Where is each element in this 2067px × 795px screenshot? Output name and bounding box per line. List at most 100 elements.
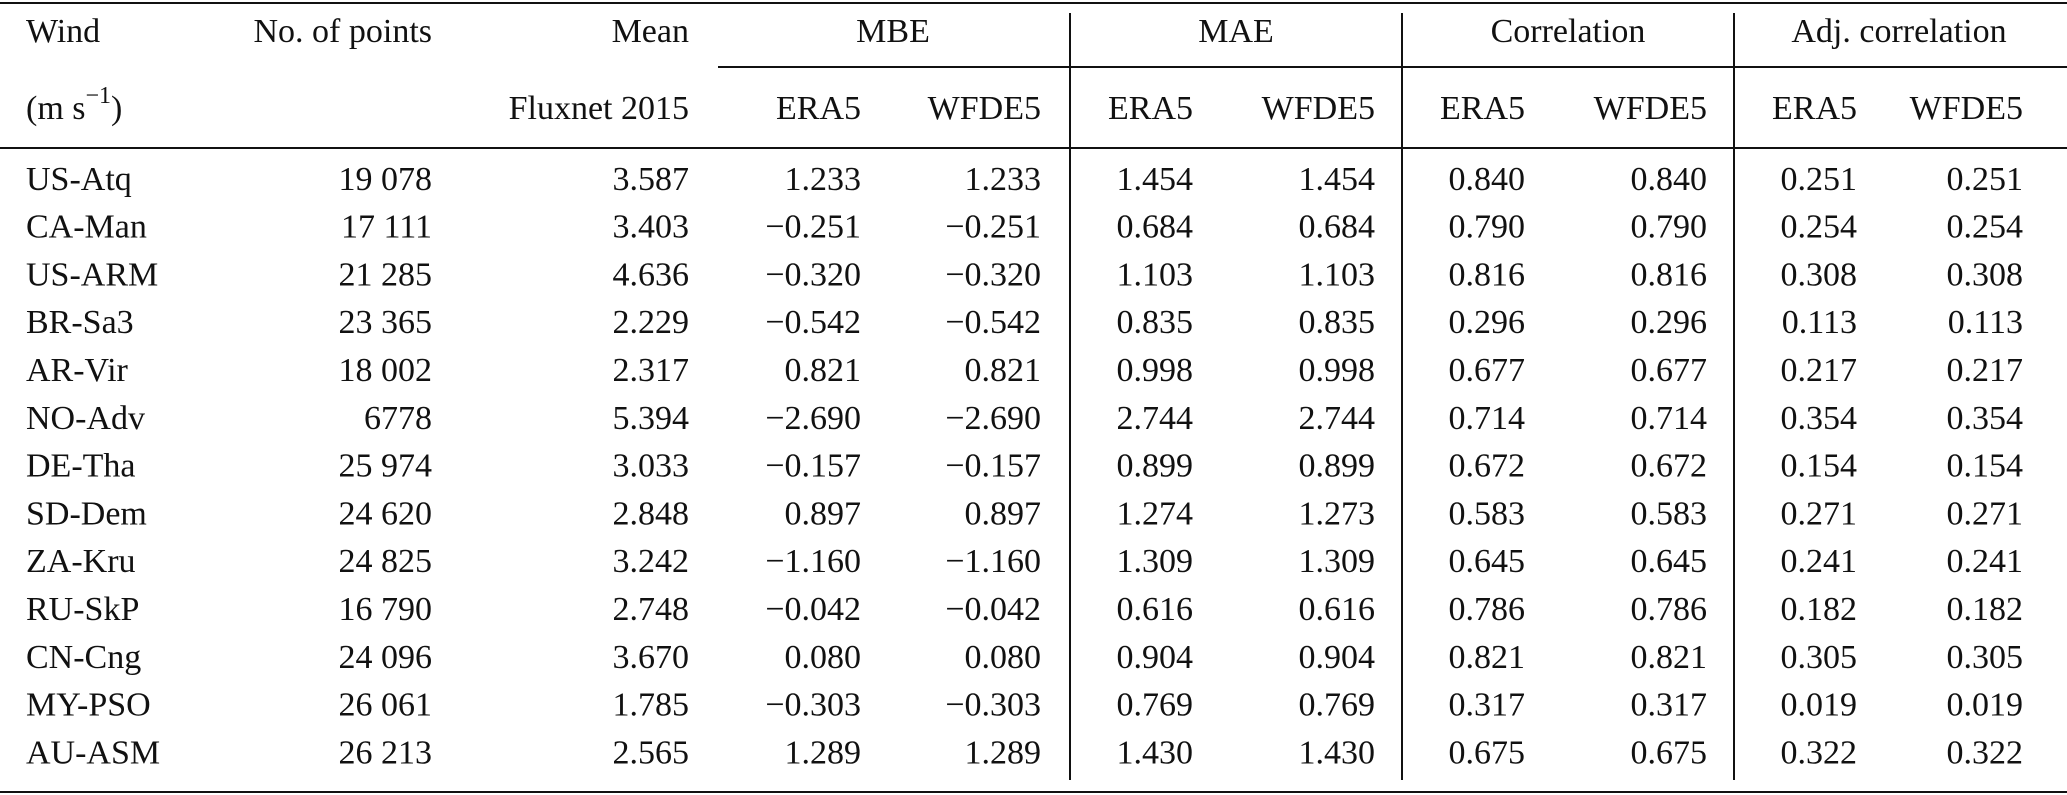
cell: 0.182 [1781, 591, 1858, 628]
cell: 0.897 [785, 495, 862, 532]
header-cell: No. of points [254, 13, 433, 50]
cell: 1.274 [1117, 495, 1194, 532]
row-label: NO-Adv [26, 400, 145, 437]
cell: 0.154 [1947, 448, 2024, 485]
cell: 1.454 [1117, 161, 1194, 198]
sub-header: WFDE5 [1910, 90, 2023, 127]
cell: 0.769 [1299, 687, 1376, 724]
cell: 0.786 [1449, 591, 1526, 628]
cell: 0.583 [1631, 495, 1708, 532]
cell: 24 096 [339, 639, 433, 676]
cell: 0.241 [1947, 543, 2024, 580]
cell: 1.309 [1299, 543, 1376, 580]
cell: 0.840 [1631, 161, 1708, 198]
cell: 3.033 [613, 448, 690, 485]
cell: 0.251 [1781, 161, 1858, 198]
cell: 0.254 [1781, 209, 1858, 246]
cell: 18 002 [339, 352, 433, 389]
cell: 4.636 [613, 256, 690, 293]
row-label: US-Atq [26, 161, 132, 198]
cell: 0.897 [965, 495, 1042, 532]
unit-close: ) [111, 90, 122, 127]
cell: 3.670 [613, 639, 690, 676]
cell: 0.790 [1449, 209, 1526, 246]
group-header: MAE [1198, 13, 1274, 50]
cell: 2.744 [1117, 400, 1194, 437]
cell: 0.080 [965, 639, 1042, 676]
cell: 2.317 [613, 352, 690, 389]
cell: 3.242 [613, 543, 690, 580]
cell: 0.904 [1299, 639, 1376, 676]
unit-open: (m s [26, 90, 86, 127]
cell: 0.296 [1449, 304, 1526, 341]
cell: 2.744 [1299, 400, 1376, 437]
row-label: DE-Tha [26, 448, 136, 485]
cell: −0.303 [765, 687, 861, 724]
cell: 24 620 [339, 495, 433, 532]
cell: 0.254 [1947, 209, 2024, 246]
cell: 0.714 [1449, 400, 1526, 437]
cell: 0.684 [1299, 209, 1376, 246]
cell: 1.785 [613, 687, 690, 724]
sub-header: WFDE5 [1262, 90, 1375, 127]
cell: 0.904 [1117, 639, 1194, 676]
cell: −0.320 [765, 256, 861, 293]
cell: 0.816 [1449, 256, 1526, 293]
row-label: SD-Dem [26, 495, 147, 532]
cell: 0.019 [1781, 687, 1858, 724]
cell: 1.233 [785, 161, 862, 198]
cell: 1.233 [965, 161, 1042, 198]
cell: 0.182 [1947, 591, 2024, 628]
cell: 0.821 [1449, 639, 1526, 676]
cell: 26 061 [339, 687, 433, 724]
cell: 1.430 [1117, 734, 1194, 771]
cell: 19 078 [339, 161, 433, 198]
header-cell: Fluxnet 2015 [509, 90, 689, 127]
sub-header: WFDE5 [1594, 90, 1707, 127]
cell: 0.714 [1631, 400, 1708, 437]
header-cell: Mean [612, 13, 689, 50]
cell: 0.296 [1631, 304, 1708, 341]
cell: −2.690 [945, 400, 1041, 437]
cell: 17 111 [341, 209, 432, 246]
cell: 0.998 [1117, 352, 1194, 389]
sub-header: WFDE5 [928, 90, 1041, 127]
cell: 1.273 [1299, 495, 1376, 532]
cell: 0.217 [1947, 352, 2024, 389]
cell: 0.769 [1117, 687, 1194, 724]
cell: 0.840 [1449, 161, 1526, 198]
cell: 1.454 [1299, 161, 1376, 198]
cell: 0.271 [1781, 495, 1858, 532]
cell: −2.690 [765, 400, 861, 437]
cell: 3.403 [613, 209, 690, 246]
unit: (m s−1) [26, 83, 122, 127]
cell: 26 213 [339, 734, 433, 771]
cell: 0.645 [1631, 543, 1708, 580]
cell: 3.587 [613, 161, 690, 198]
cell: 0.684 [1117, 209, 1194, 246]
cell: 0.786 [1631, 591, 1708, 628]
cell: 0.241 [1781, 543, 1858, 580]
sub-header: ERA5 [1108, 90, 1193, 127]
cell: 0.675 [1631, 734, 1708, 771]
cell: 0.835 [1299, 304, 1376, 341]
cell: 24 825 [339, 543, 433, 580]
cell: 0.672 [1449, 448, 1526, 485]
cell: 16 790 [339, 591, 433, 628]
cell: 0.317 [1449, 687, 1526, 724]
cell: 0.675 [1449, 734, 1526, 771]
row-label: MY-PSO [26, 687, 151, 724]
cell: 0.080 [785, 639, 862, 676]
sub-header: ERA5 [776, 90, 861, 127]
row-label: US-ARM [26, 256, 158, 293]
cell: 1.430 [1299, 734, 1376, 771]
cell: 0.154 [1781, 448, 1858, 485]
cell: 0.998 [1299, 352, 1376, 389]
cell: 0.354 [1781, 400, 1858, 437]
cell: 1.309 [1117, 543, 1194, 580]
row-label: AR-Vir [26, 352, 129, 389]
group-header: Adj. correlation [1791, 13, 2006, 50]
unit-sup: −1 [86, 83, 112, 109]
row-label: RU-SkP [26, 591, 139, 628]
header-cell: Wind [26, 13, 100, 50]
